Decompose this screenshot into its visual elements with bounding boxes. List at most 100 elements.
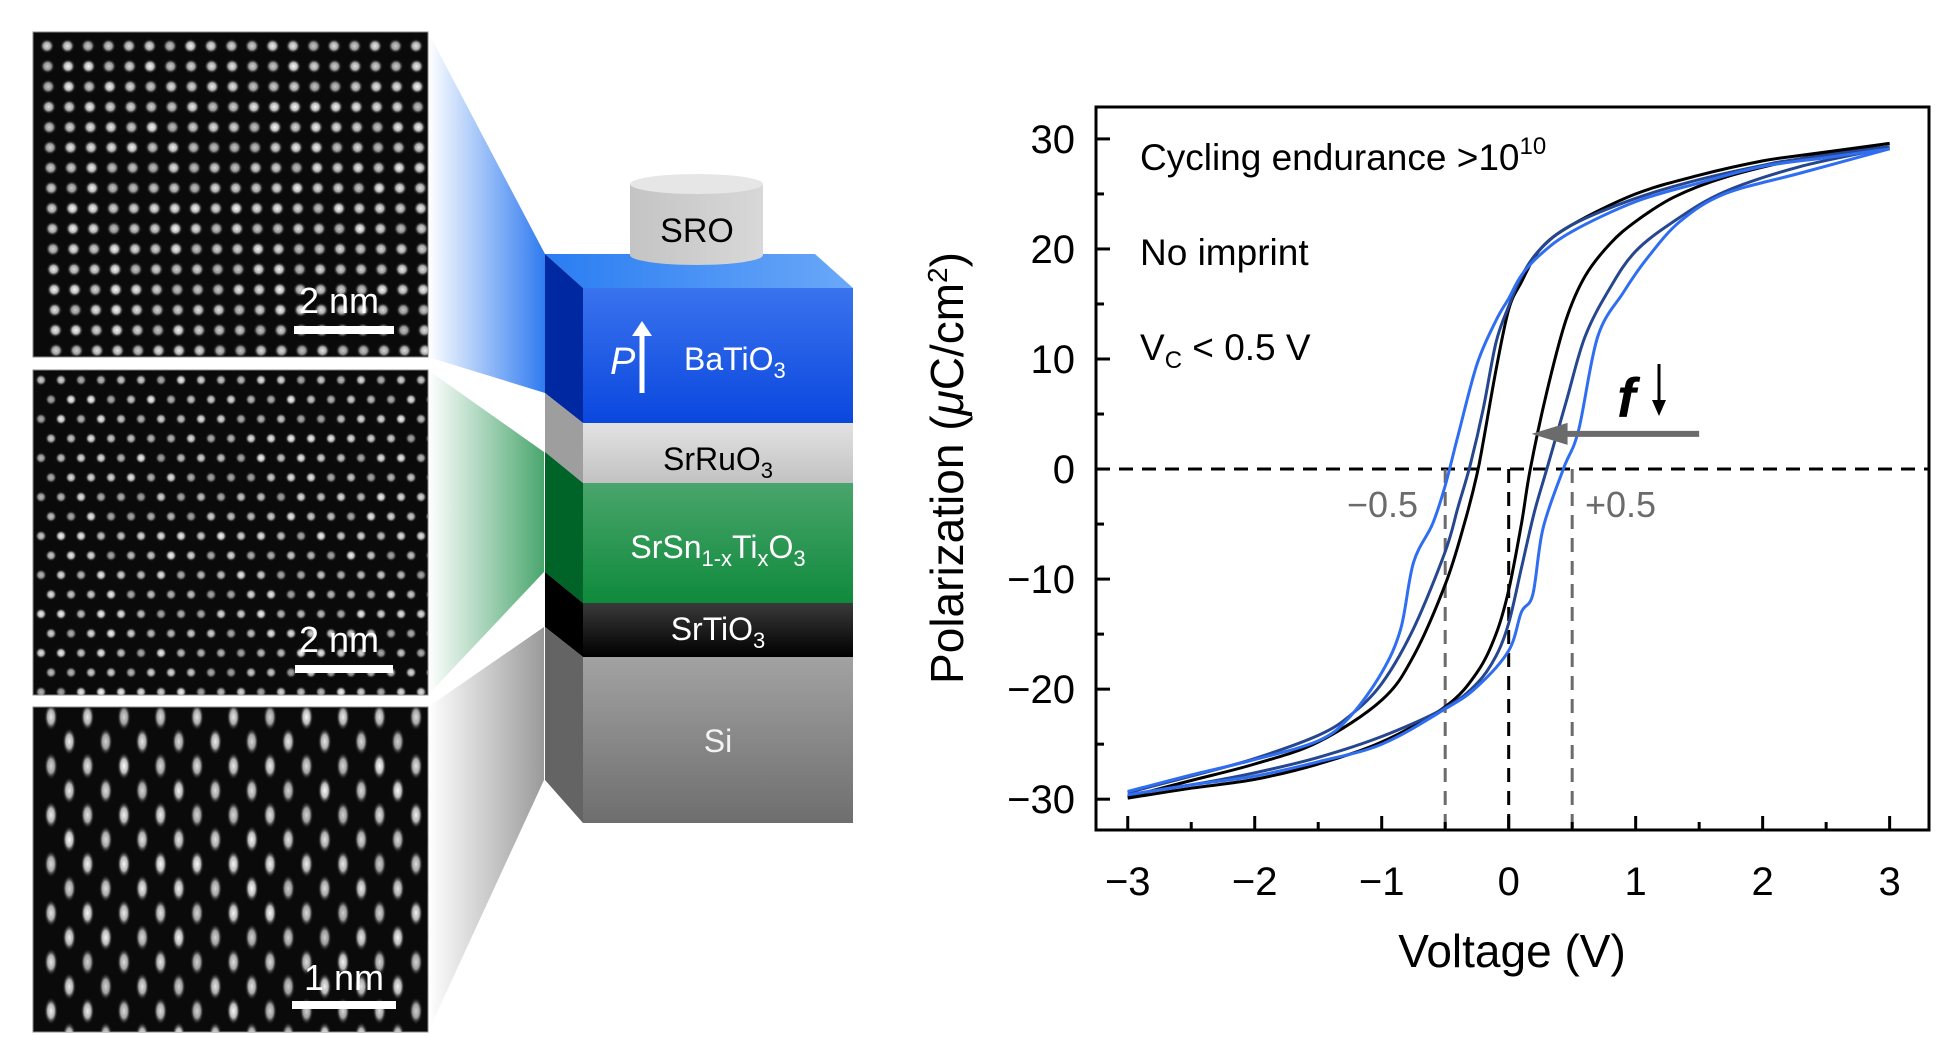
atom-column	[145, 471, 157, 484]
atom-column	[145, 549, 157, 562]
atom-dumbbell	[227, 1046, 241, 1051]
atom-column	[55, 647, 67, 659]
atom-column	[63, 160, 79, 176]
atom-column	[315, 452, 327, 464]
atom-column	[333, 282, 349, 298]
atom-column	[335, 491, 347, 503]
atom-dumbbell	[190, 707, 204, 731]
atom-column	[312, 241, 327, 257]
atom-column	[353, 241, 368, 257]
atom-column	[265, 549, 277, 562]
atom-column	[375, 569, 387, 581]
atom-column	[83, 140, 99, 155]
atom-column	[416, 302, 428, 318]
atom-dumbbell	[62, 972, 77, 1001]
atom-column	[385, 510, 397, 523]
scale-bar	[292, 1001, 396, 1009]
atom-column	[122, 79, 138, 95]
atom-column	[295, 530, 307, 542]
atom-column	[95, 452, 107, 464]
atom-column	[306, 58, 322, 74]
atom-column	[75, 491, 87, 503]
batio3-layer	[583, 288, 853, 423]
atom-column	[355, 491, 367, 503]
neg-vc-label: −0.5	[1347, 484, 1418, 525]
atom-column	[227, 140, 242, 155]
atom-column	[294, 343, 310, 357]
atom-column	[352, 221, 368, 237]
atom-dumbbell	[208, 972, 223, 1001]
atom-column	[295, 569, 307, 581]
atom-dumbbell	[336, 899, 350, 927]
x-tick-label: 3	[1879, 860, 1901, 904]
atom-column	[335, 413, 347, 425]
atom-column	[145, 510, 157, 523]
tem-panel-batio3: 2 nm	[32, 31, 465, 358]
atom-column	[86, 241, 102, 257]
atom-dumbbell	[263, 707, 277, 731]
atom-column	[395, 530, 407, 542]
atom-column	[391, 140, 406, 155]
atom-dumbbell	[135, 923, 150, 952]
atom-column	[164, 99, 180, 115]
atom-column	[84, 180, 100, 196]
atom-column	[65, 393, 77, 406]
atom-column	[183, 58, 199, 74]
atom-dumbbell	[281, 874, 296, 903]
atom-column	[142, 38, 157, 54]
atom-column	[163, 58, 179, 74]
guide-lines	[1096, 467, 1929, 830]
atom-column	[40, 79, 56, 95]
atom-column	[235, 413, 247, 425]
atom-column	[397, 343, 412, 357]
atom-column	[335, 647, 347, 659]
atom-column	[123, 99, 139, 115]
atom-column	[85, 666, 97, 679]
atom-column	[345, 588, 357, 601]
atom-column	[255, 647, 267, 659]
atom-column	[105, 200, 121, 216]
atom-column	[425, 394, 428, 405]
atom-column	[186, 140, 201, 155]
atom-column	[370, 140, 386, 155]
atom-column	[248, 160, 264, 176]
atom-column	[450, 39, 465, 54]
atom-column	[347, 38, 362, 54]
atom-dumbbell	[299, 948, 314, 976]
atom-column	[315, 413, 327, 425]
atom-column	[95, 374, 107, 386]
atom-column	[335, 686, 347, 695]
atom-column	[245, 79, 261, 95]
atom-column	[115, 647, 127, 659]
atom-column	[325, 432, 337, 445]
atom-column	[325, 549, 337, 562]
atom-dumbbell	[263, 801, 277, 829]
atom-column	[385, 588, 397, 601]
atom-column	[127, 241, 143, 257]
atom-dumbbell	[154, 1046, 168, 1051]
atom-column	[374, 282, 390, 298]
atom-column	[308, 119, 324, 135]
atom-column	[148, 261, 164, 277]
atom-dumbbell	[153, 948, 168, 976]
atom-column	[289, 180, 305, 196]
atom-column	[275, 686, 287, 695]
atom-dumbbell	[44, 997, 58, 1025]
atom-column	[334, 302, 350, 318]
atom-column	[95, 686, 107, 695]
atom-column	[125, 393, 137, 406]
atom-column	[170, 322, 186, 338]
atom-dumbbell	[208, 923, 223, 952]
atom-column	[395, 452, 407, 464]
atom-column	[425, 589, 428, 600]
atom-column	[345, 549, 357, 562]
atom-dumbbell	[317, 972, 332, 1001]
atom-column	[224, 38, 239, 54]
atom-column	[267, 119, 283, 135]
atom-column	[354, 302, 370, 318]
atom-dumbbell	[263, 752, 277, 780]
atom-column	[348, 99, 364, 115]
atom-column	[315, 647, 327, 659]
atom-column	[325, 393, 337, 406]
atom-column	[376, 343, 392, 357]
